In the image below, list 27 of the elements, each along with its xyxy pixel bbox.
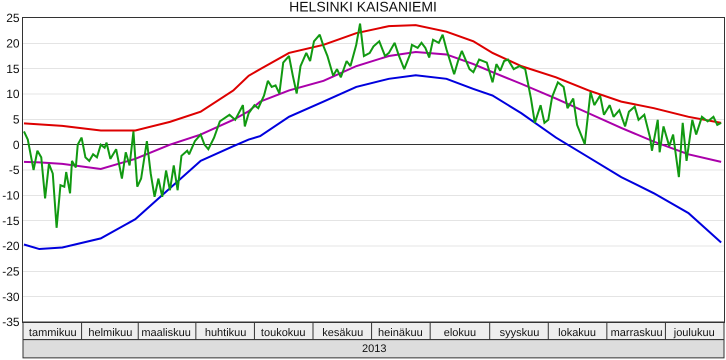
x-tick-label: syyskuu	[500, 327, 540, 340]
y-tick-label: -20	[2, 239, 20, 254]
y-tick-label: -15	[2, 214, 20, 228]
x-tick-label: toukokuu	[260, 327, 306, 340]
y-tick-label: 10	[6, 87, 20, 102]
y-tick-label: -30	[2, 290, 20, 304]
y-tick-label: -5	[8, 163, 20, 178]
x-tick-label: tammikuu	[28, 327, 77, 340]
y-tick-label: 5	[12, 112, 20, 127]
y-tick-label: -25	[2, 264, 20, 279]
x-tick-label: joulukuu	[672, 327, 715, 340]
y-tick-label: 0	[12, 138, 20, 152]
x-tick-label: lokakuu	[558, 327, 596, 340]
y-tick-label: 15	[6, 62, 20, 76]
x-tick-label: heinäkuu	[378, 327, 423, 340]
x-tick-label: elokuu	[444, 327, 476, 340]
y-tick-label: -10	[2, 188, 20, 203]
x-tick-label: huhtikuu	[204, 327, 246, 340]
x-tick-label: helmikuu	[88, 327, 132, 340]
x-tick-label: kesäkuu	[322, 327, 364, 340]
x-tick-label: maaliskuu	[141, 327, 191, 340]
y-tick-label: 20	[6, 36, 20, 51]
x-tick-label: marraskuu	[610, 327, 663, 340]
chart-title: HELSINKI KAISANIEMI	[289, 0, 437, 15]
y-tick-label: -35	[2, 315, 20, 330]
x-axis-title: 2013	[362, 343, 386, 355]
y-tick-label: 25	[6, 11, 20, 26]
